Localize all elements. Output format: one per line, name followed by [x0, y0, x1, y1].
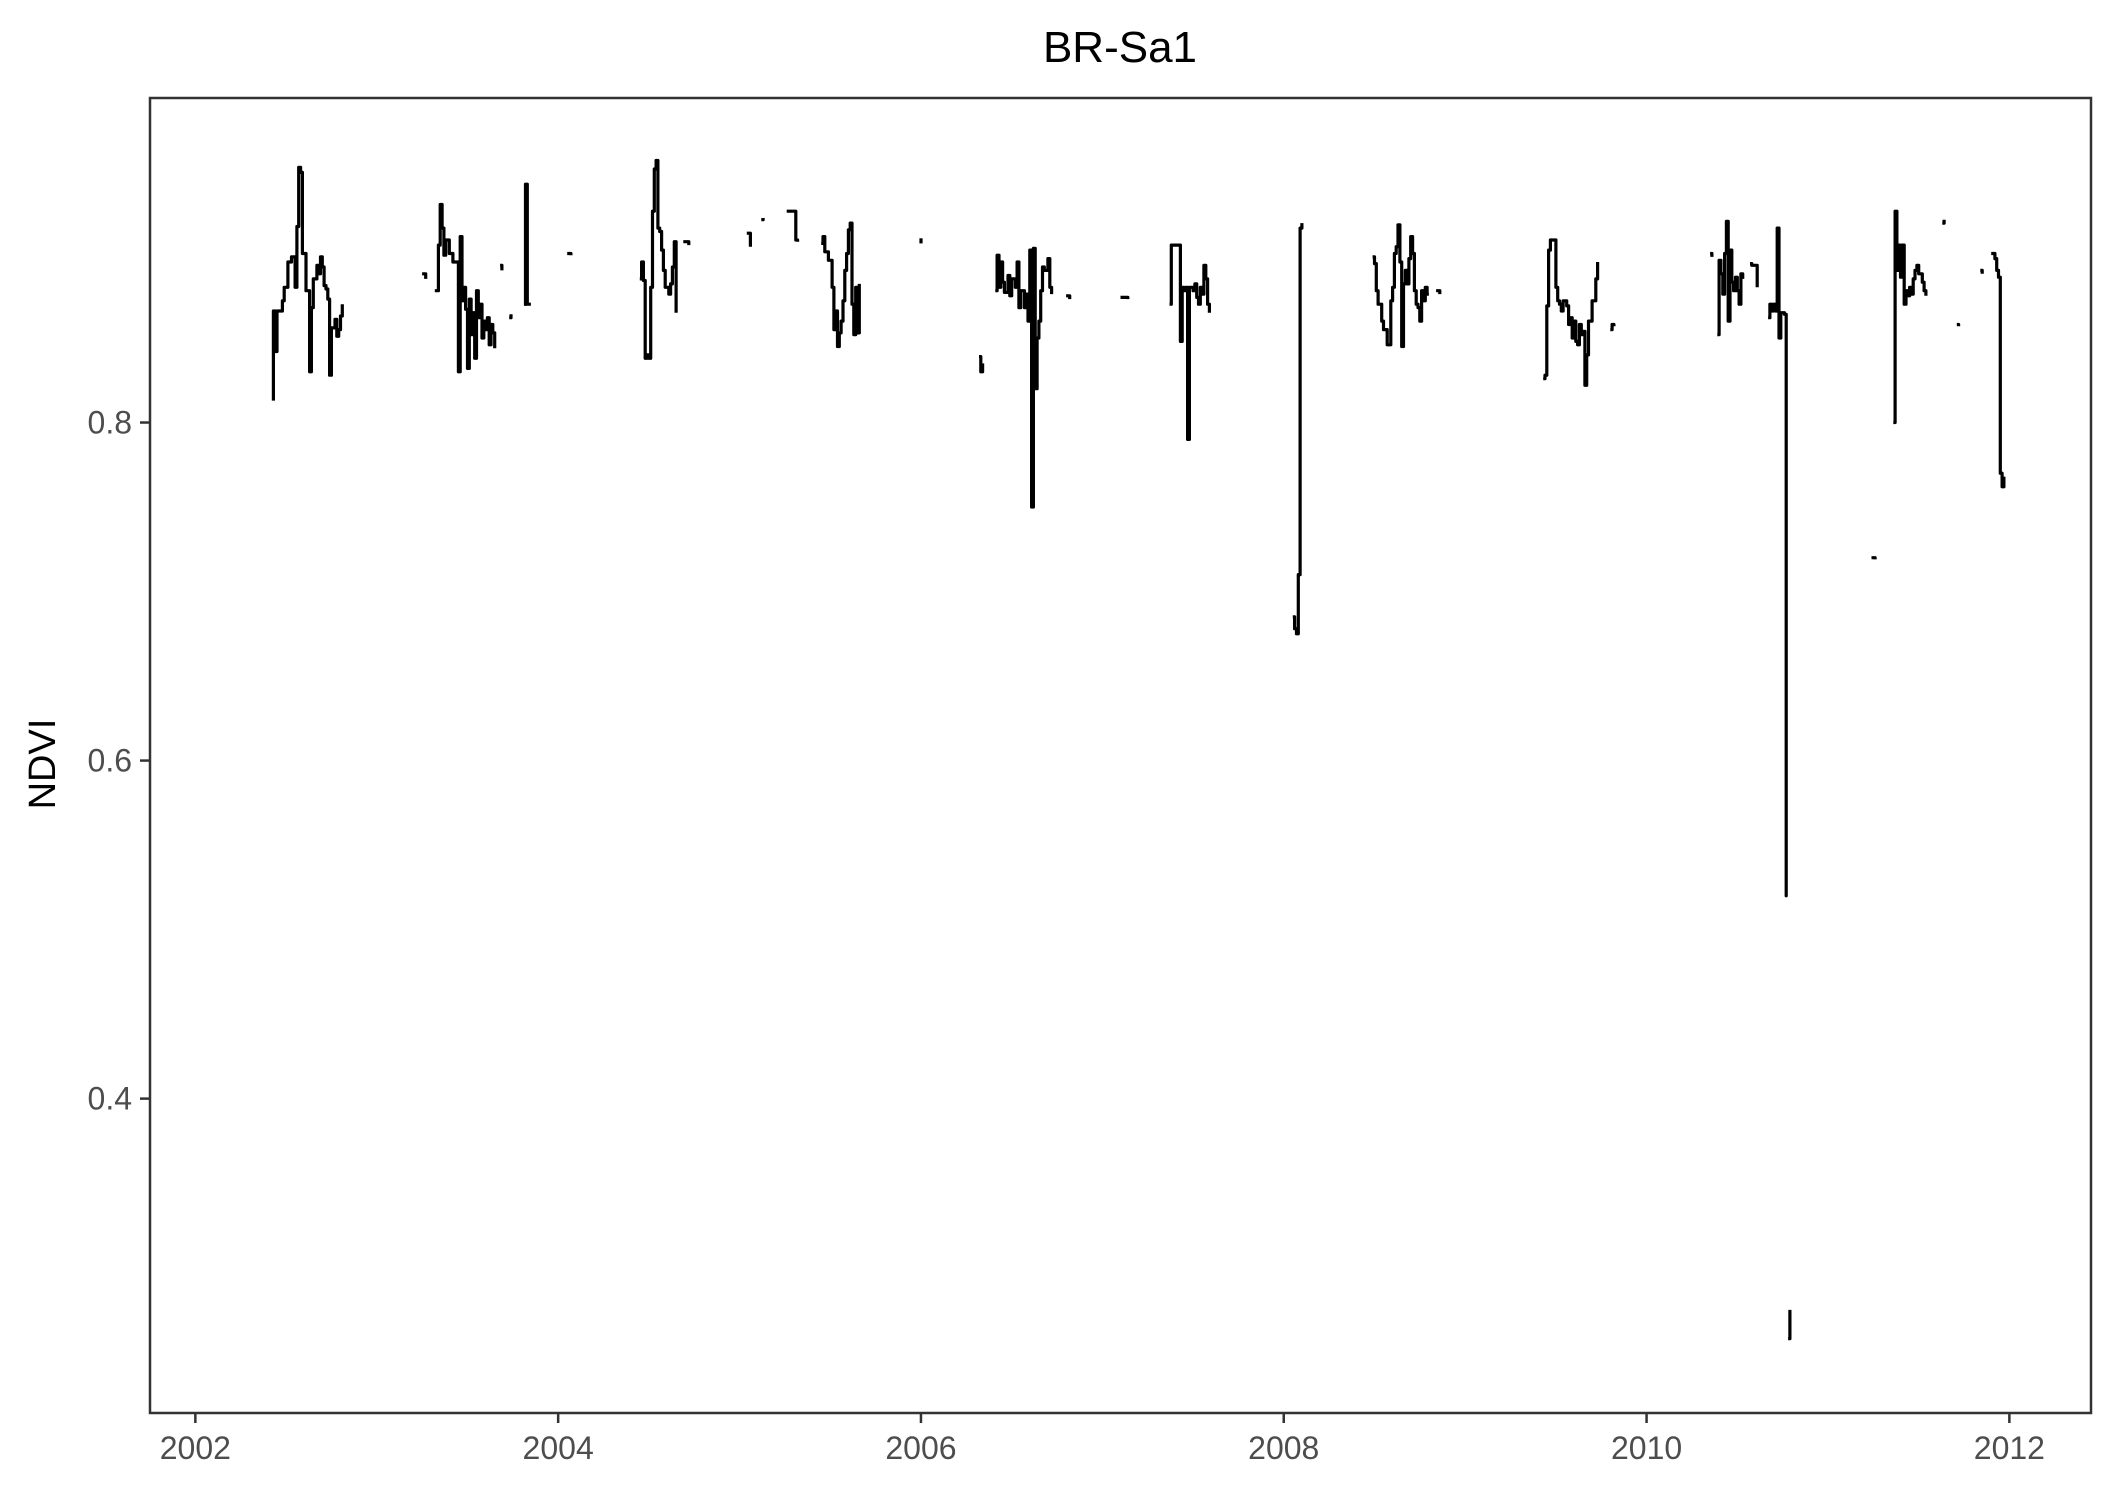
chart-title: BR-Sa1	[1043, 23, 1197, 72]
series-segment-2	[434, 202, 497, 374]
series-segment-33	[1980, 268, 1984, 274]
y-tick-label-0.4: 0.4	[88, 1081, 132, 1117]
series-segment-8	[683, 240, 691, 246]
series-segment-29	[1871, 556, 1877, 560]
series-segment-7	[639, 158, 678, 360]
series-segment-12	[821, 221, 861, 349]
series-segment-0	[271, 165, 344, 401]
series-segment-25	[1717, 219, 1745, 337]
series-segment-32	[1956, 322, 1961, 327]
series-segment-3	[500, 263, 504, 271]
series-segment-23	[1610, 322, 1616, 332]
series-segment-19	[1292, 223, 1304, 636]
y-tick-label-0.8: 0.8	[88, 405, 132, 441]
y-axis-label: NDVI	[22, 719, 64, 810]
series-segment-1	[422, 272, 428, 279]
x-axis: 2002 2004 2006 2008 2010 2012	[160, 1413, 2045, 1466]
x-tick-label-2002: 2002	[160, 1430, 231, 1466]
series-segment-26	[1750, 262, 1759, 288]
series-segment-30	[1893, 209, 1928, 425]
y-tick-label-0.6: 0.6	[88, 743, 132, 779]
x-tick-label-2010: 2010	[1611, 1430, 1682, 1466]
series-segment-24	[1710, 251, 1714, 257]
plot-area	[271, 158, 2006, 1341]
series-segment-6	[567, 251, 573, 256]
series-segment-34	[1991, 251, 2006, 489]
series-segment-18	[1169, 243, 1211, 441]
series-segment-28	[1788, 1309, 1792, 1341]
series-segment-27	[1768, 226, 1788, 898]
series-segment-9	[746, 231, 752, 247]
series-segment-11	[786, 209, 800, 242]
series-segment-20	[1372, 223, 1429, 349]
series-segment-17	[1120, 295, 1130, 300]
series-segment-31	[1942, 219, 1946, 225]
series-segment-22	[1543, 238, 1600, 387]
y-axis: 0.4 0.6 0.8	[88, 405, 150, 1117]
x-tick-label-2006: 2006	[885, 1430, 956, 1466]
series-segment-21	[1436, 289, 1442, 295]
series-segment-5	[523, 182, 531, 306]
series-segment-4	[509, 314, 513, 320]
series-segment-16	[1066, 294, 1072, 300]
x-tick-label-2004: 2004	[523, 1430, 594, 1466]
panel-border	[148, 96, 2093, 1415]
series-segment-15	[995, 246, 1054, 509]
x-tick-label-2012: 2012	[1974, 1430, 2045, 1466]
x-tick-label-2008: 2008	[1248, 1430, 1319, 1466]
series-segment-14	[979, 355, 985, 374]
series-segment-10	[761, 218, 765, 222]
